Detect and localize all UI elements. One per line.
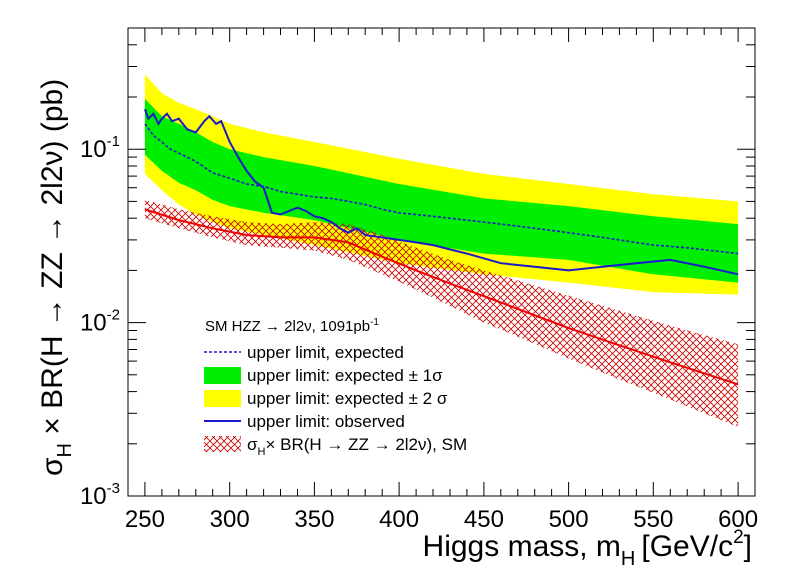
observed-limit-line — [143, 108, 739, 276]
legend-header: SM HZZ → 2l2ν, 1091pb-1 — [205, 317, 379, 335]
y-axis-title: σH × BR(H → ZZ → 2l2ν) (pb) — [36, 79, 76, 476]
x-tick-label: 350 — [294, 506, 334, 533]
band-1sigma — [144, 98, 739, 283]
x-axis-ticks — [127, 28, 756, 496]
x-tick-label: 250 — [125, 506, 165, 533]
legend-sm-label: σH× BR(H → ZZ → 2l2ν), SM — [247, 435, 467, 458]
sm-hatched-band — [144, 199, 739, 427]
x-tick-label: 450 — [464, 506, 504, 533]
x-tick-label: 400 — [379, 506, 419, 533]
x-tick-label: 300 — [210, 506, 250, 533]
x-axis-tick-labels: 250 300 350 400 450 500 550 600 — [125, 506, 758, 533]
legend-2sigma-swatch — [204, 390, 241, 407]
plot-area — [143, 74, 739, 427]
legend-observed-label: upper limit: observed — [247, 412, 405, 431]
y-tick-label: 10-3 — [80, 480, 120, 510]
legend: SM HZZ → 2l2ν, 1091pb-1 upper limit, exp… — [204, 317, 467, 458]
x-tick-label: 600 — [718, 506, 758, 533]
plot-frame — [127, 27, 756, 497]
y-axis-ticks — [128, 27, 755, 497]
x-axis-title: Higgs mass, mH [GeV/c2] — [423, 527, 752, 570]
sm-central-line — [144, 208, 739, 386]
legend-sm-swatch — [204, 436, 241, 452]
legend-1sigma-swatch — [204, 367, 241, 384]
legend-2sigma-label: upper limit: expected ± 2 σ — [247, 389, 448, 408]
x-tick-label: 500 — [549, 506, 589, 533]
legend-expected-label: upper limit, expected — [247, 343, 404, 362]
x-tick-label: 550 — [633, 506, 673, 533]
y-tick-label: 10-1 — [80, 133, 120, 163]
y-tick-label: 10-2 — [80, 307, 120, 337]
y-axis-tick-labels: 10-1 10-2 10-3 — [80, 133, 120, 510]
legend-1sigma-label: upper limit: expected ± 1σ — [247, 366, 443, 385]
